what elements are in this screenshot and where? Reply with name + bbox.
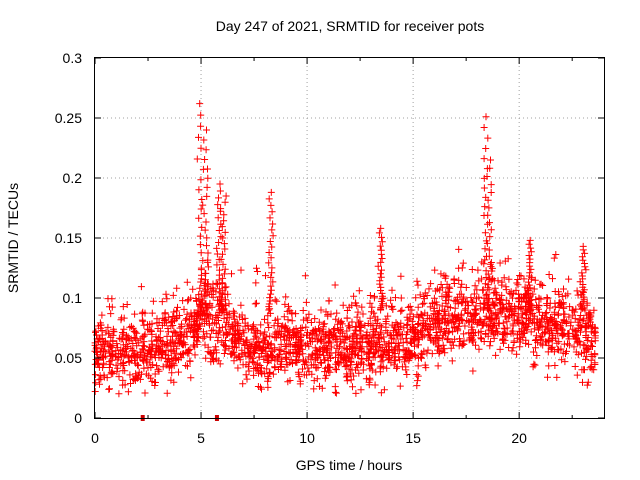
- y-tick-label: 0.2: [63, 170, 83, 186]
- x-axis-label: GPS time / hours: [296, 457, 403, 473]
- y-tick-label: 0.25: [55, 110, 82, 126]
- chart-title: Day 247 of 2021, SRMTID for receiver pot…: [216, 18, 484, 34]
- x-tick-label: 20: [511, 430, 527, 446]
- y-tick-label: 0.3: [63, 50, 83, 66]
- y-tick-label: 0: [74, 410, 82, 426]
- axis-ticks: 0 5 10 15 20 0 0.05 0.1 0.15 0.2 0.25 0.3: [55, 50, 604, 446]
- x-tick-label: 5: [197, 430, 205, 446]
- x-tick-label: 15: [405, 430, 421, 446]
- y-tick-label: 0.05: [55, 350, 82, 366]
- data-points: [91, 100, 599, 398]
- x-tick-label: 10: [299, 430, 315, 446]
- y-tick-label: 0.15: [55, 230, 82, 246]
- plot-frame: [94, 57, 605, 419]
- y-tick-label: 0.1: [63, 290, 83, 306]
- y-axis-label: SRMTID / TECUs: [5, 183, 21, 293]
- x-tick-label: 0: [91, 430, 99, 446]
- scatter-marker: [91, 100, 599, 398]
